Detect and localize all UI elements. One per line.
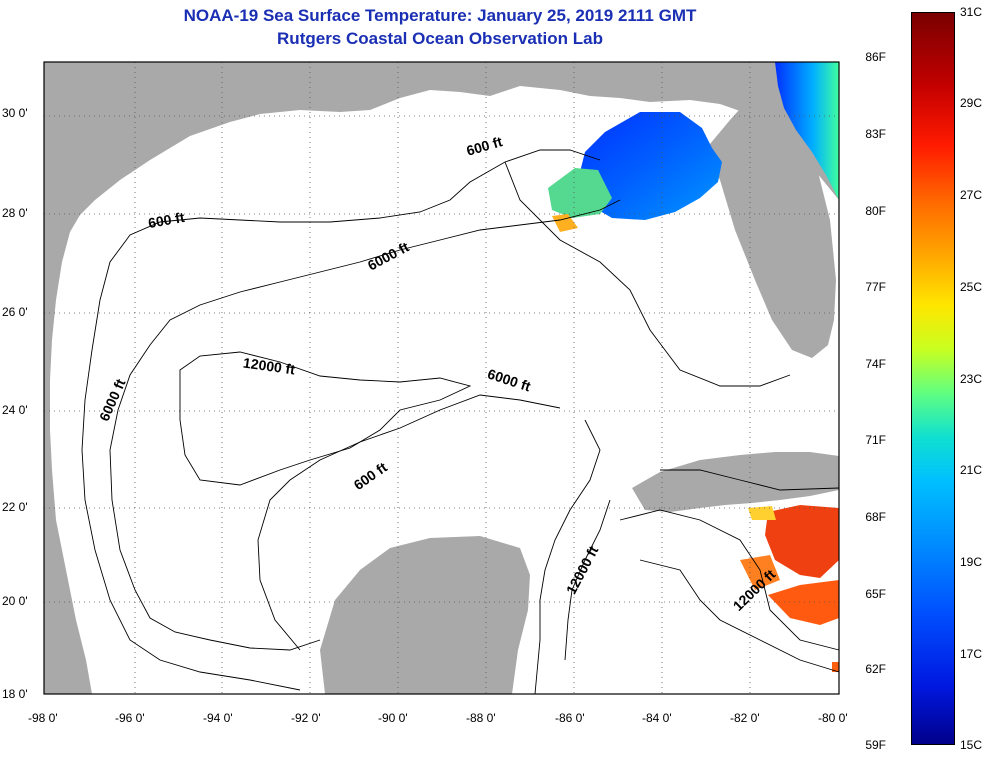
colorbar-label-21c: 21C — [960, 463, 983, 477]
colorbar-label-74f: 74F — [865, 357, 886, 371]
lat-label-28: 28 0' — [2, 206, 28, 220]
colorbar-label-80f: 80F — [865, 204, 886, 218]
lon-label-80: -80 0' — [818, 711, 848, 725]
sst-florida-shelf — [578, 112, 722, 220]
lon-label-96: -96 0' — [115, 711, 145, 725]
lon-label-90: -90 0' — [378, 711, 408, 725]
colorbar-label-68f: 68F — [865, 510, 886, 524]
land-cuba — [632, 452, 839, 512]
sst-atlantic — [775, 62, 839, 200]
colorbar-label-15c: 15C — [960, 738, 983, 752]
colorbar-label-23c: 23C — [960, 372, 983, 386]
lat-label-26: 26 0' — [2, 305, 28, 319]
colorbar-label-59f: 59F — [865, 738, 886, 752]
colorbar-label-83f: 83F — [865, 127, 886, 141]
colorbar-label-27c: 27C — [960, 188, 983, 202]
bathymetry-contours — [81, 149, 840, 695]
graticule — [44, 62, 839, 694]
lat-label-20: 20 0' — [2, 594, 28, 608]
lon-label-92: -92 0' — [291, 711, 321, 725]
colorbar-label-62f: 62F — [865, 662, 886, 676]
map-frame — [43, 61, 840, 695]
sst-shelf-green — [548, 168, 612, 218]
colorbar-label-65f: 65F — [865, 587, 886, 601]
lat-label-18: 18 0' — [2, 687, 28, 701]
colorbar-label-86f: 86F — [865, 50, 886, 64]
lon-label-82: -82 0' — [730, 711, 760, 725]
colorbar-label-29c: 29C — [960, 96, 983, 110]
map-subtitle: Rutgers Coastal Ocean Observation Lab — [277, 29, 603, 48]
colorbar-label-17c: 17C — [960, 647, 983, 661]
lon-label-86: -86 0' — [555, 711, 585, 725]
colorbar-label-71f: 71F — [865, 433, 886, 447]
map-title: NOAA-19 Sea Surface Temperature: January… — [183, 6, 697, 25]
temperature-colorbar — [911, 12, 955, 745]
lat-label-30: 30 0' — [2, 106, 28, 120]
lon-label-88: -88 0' — [466, 711, 496, 725]
colorbar-label-25c: 25C — [960, 280, 983, 294]
lon-label-98: -98 0' — [28, 711, 58, 725]
lon-label-94: -94 0' — [203, 711, 233, 725]
lat-label-22: 22 0' — [2, 500, 28, 514]
sst-shelf-yellow — [552, 214, 578, 232]
colorbar-label-77f: 77F — [865, 280, 886, 294]
lat-label-24: 24 0' — [2, 403, 28, 417]
colorbar-label-31c: 31C — [960, 5, 983, 19]
lon-label-84: -84 0' — [642, 711, 672, 725]
sst-caribbean — [740, 505, 839, 672]
land-north-west — [44, 62, 839, 694]
land-yucatan — [320, 536, 530, 694]
colorbar-label-19c: 19C — [960, 555, 983, 569]
